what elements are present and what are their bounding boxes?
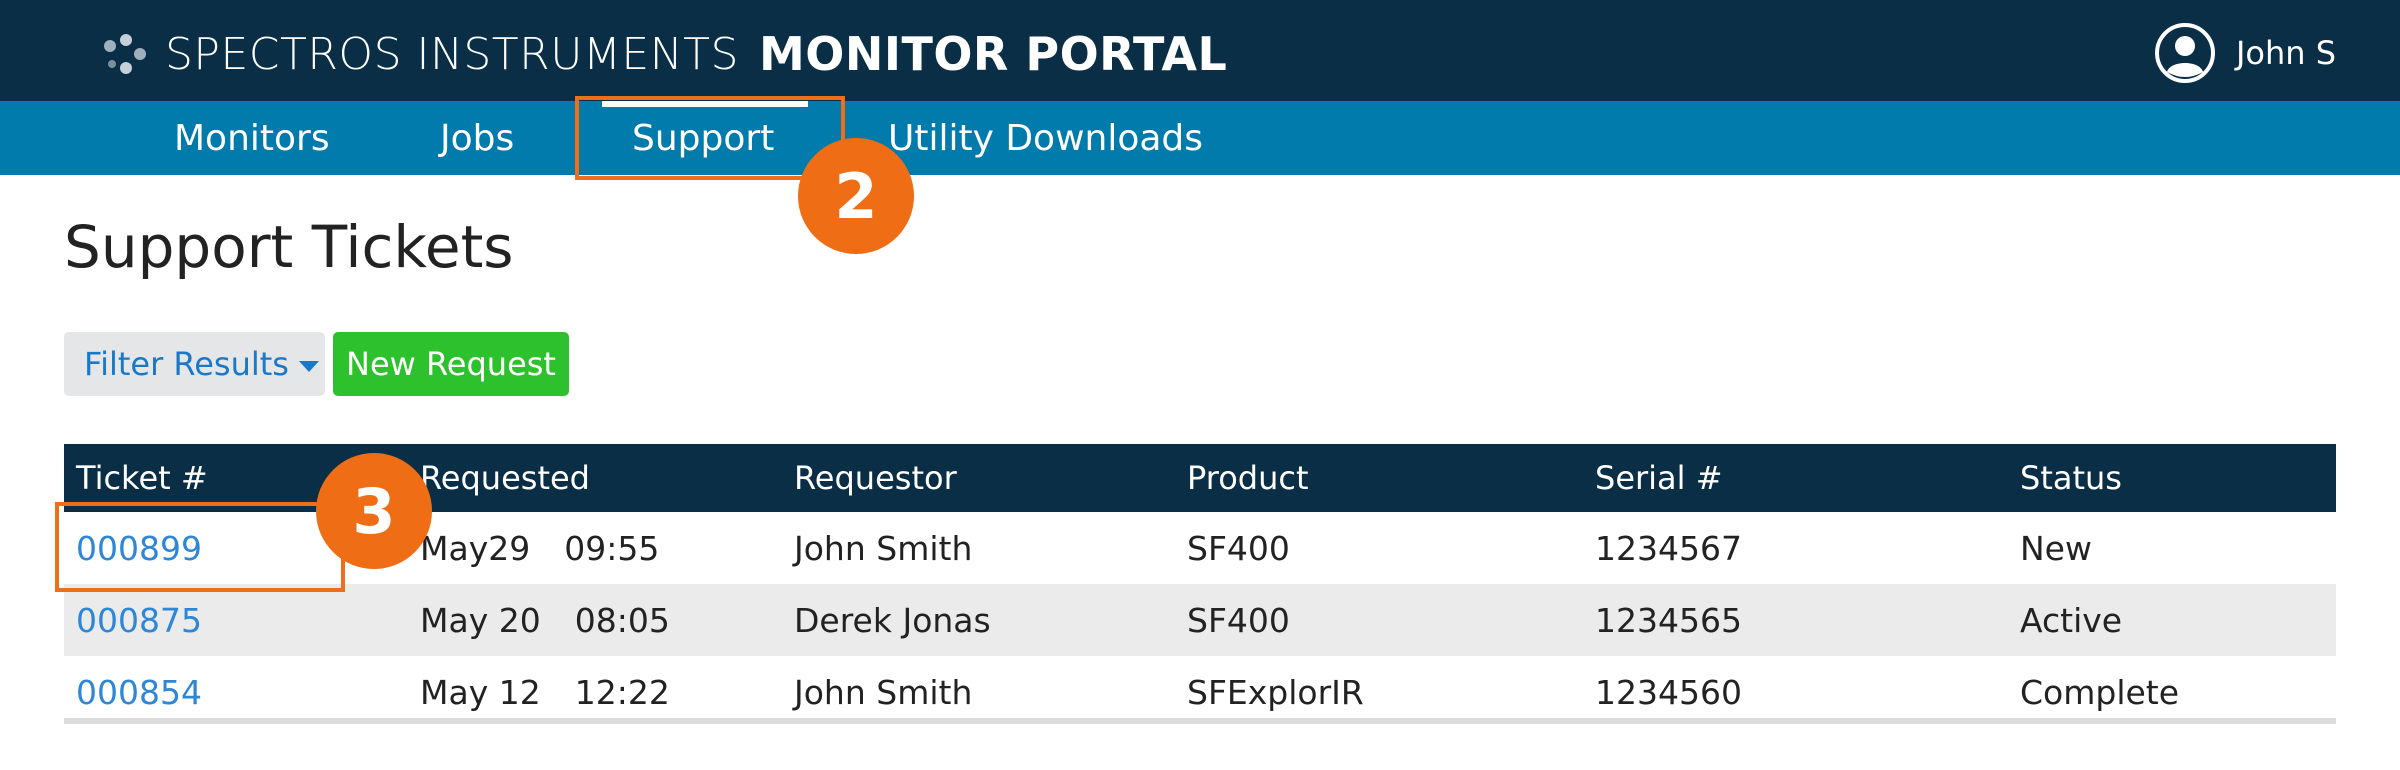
requested-cell: May 20 08:05 xyxy=(420,584,670,656)
dots-logo-icon xyxy=(104,34,146,74)
product-cell: SF400 xyxy=(1187,528,1290,568)
requested-date: May 20 xyxy=(420,600,541,640)
serial-cell: 1234565 xyxy=(1595,600,1742,640)
user-name: John S xyxy=(2235,34,2336,72)
header-product[interactable]: Product xyxy=(1187,459,1309,497)
new-request-button[interactable]: New Request xyxy=(333,332,569,396)
serial-cell: 1234560 xyxy=(1595,672,1742,712)
table-row[interactable]: 000875 May 20 08:05 Derek Jonas SF400 12… xyxy=(64,584,2336,656)
nav-active-indicator xyxy=(602,101,808,107)
main-nav: Monitors Jobs Support Utility Downloads xyxy=(0,101,2400,175)
requested-date: May29 xyxy=(420,528,531,568)
page-title: Support Tickets xyxy=(64,213,514,281)
portal-name: MONITOR PORTAL xyxy=(758,27,1228,81)
nav-item-support[interactable]: Support xyxy=(632,117,775,159)
user-menu[interactable]: John S xyxy=(2154,22,2336,84)
requested-date: May 12 xyxy=(420,672,541,712)
requested-time: 12:22 xyxy=(574,672,670,712)
filter-results-button[interactable]: Filter Results xyxy=(64,332,325,396)
table-bottom-divider xyxy=(64,718,2336,724)
nav-item-utility-downloads[interactable]: Utility Downloads xyxy=(888,117,1204,159)
caret-down-icon xyxy=(298,360,319,372)
requested-time: 08:05 xyxy=(574,600,670,640)
header-status[interactable]: Status xyxy=(2020,459,2122,497)
requestor-cell: John Smith xyxy=(794,528,973,568)
status-cell: Active xyxy=(2020,600,2123,640)
status-cell: Complete xyxy=(2020,672,2180,712)
ticket-link[interactable]: 000875 xyxy=(76,600,202,640)
ticket-link[interactable]: 000854 xyxy=(76,672,202,712)
brand-logo[interactable]: SPECTROS INSTRUMENTS MONITOR PORTAL xyxy=(165,24,1227,84)
table-header: Ticket # Requested Requestor Product Ser… xyxy=(64,444,2336,512)
support-highlight-box xyxy=(575,96,845,180)
serial-cell: 1234567 xyxy=(1595,528,1742,568)
header-requestor[interactable]: Requestor xyxy=(794,459,957,497)
requested-time: 09:55 xyxy=(564,528,660,568)
nav-item-monitors[interactable]: Monitors xyxy=(174,117,330,159)
step-badge-2: 2 xyxy=(798,138,914,254)
status-cell: New xyxy=(2020,528,2092,568)
brand-name: SPECTROS INSTRUMENTS xyxy=(165,28,739,80)
ticket-highlight-box xyxy=(55,502,345,592)
filter-results-label: Filter Results xyxy=(84,345,289,383)
product-cell: SFExplorIR xyxy=(1187,672,1364,712)
requested-cell: May 12 12:22 xyxy=(420,656,670,728)
header-ticket[interactable]: Ticket # xyxy=(76,459,208,497)
requestor-cell: John Smith xyxy=(794,672,973,712)
requested-cell: May29 09:55 xyxy=(420,512,659,584)
step-badge-3: 3 xyxy=(316,453,432,569)
top-header: SPECTROS INSTRUMENTS MONITOR PORTAL John… xyxy=(0,0,2400,101)
nav-item-jobs[interactable]: Jobs xyxy=(440,117,515,159)
ticket-link[interactable]: 000899 xyxy=(76,528,202,568)
header-serial[interactable]: Serial # xyxy=(1595,459,1723,497)
requestor-cell: Derek Jonas xyxy=(794,600,991,640)
table-row[interactable]: 000854 May 12 12:22 John Smith SFExplorI… xyxy=(64,656,2336,728)
product-cell: SF400 xyxy=(1187,600,1290,640)
user-avatar-icon xyxy=(2154,23,2215,83)
header-requested[interactable]: Requested xyxy=(420,459,590,497)
table-row[interactable]: 000899 May29 09:55 John Smith SF400 1234… xyxy=(64,512,2336,584)
